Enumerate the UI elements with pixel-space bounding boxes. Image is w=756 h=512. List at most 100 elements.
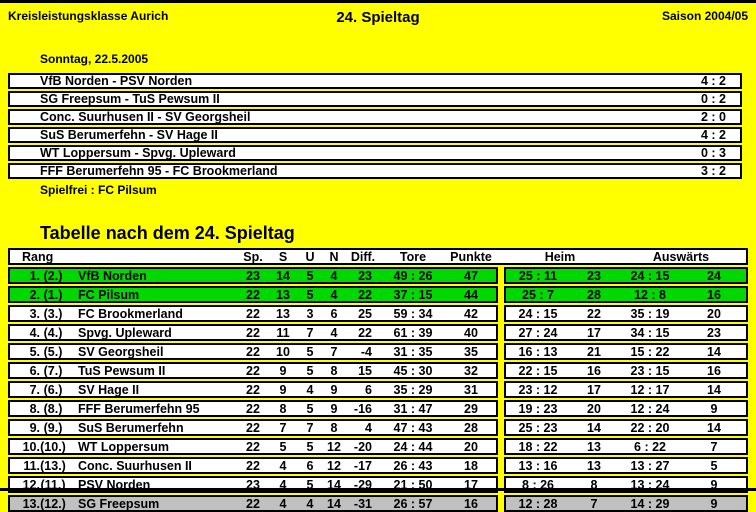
cell-rank: 2. xyxy=(29,288,40,302)
col-diff: Diff. xyxy=(350,249,376,264)
cell-wins: 9 xyxy=(279,383,287,397)
cell-matches-played: 22 xyxy=(246,402,260,416)
cell-matches-played: 22 xyxy=(246,459,260,473)
cell-goal-diff: -31 xyxy=(353,497,372,511)
match-pairing: SG Freepsum - TuS Pewsum II xyxy=(40,92,220,106)
col-tore: Tore xyxy=(399,249,427,264)
match-score: 4 : 2 xyxy=(700,74,726,88)
cell-home-points: 17 xyxy=(587,383,601,397)
cell-rank: 13. xyxy=(22,497,40,511)
cell-goals: 35 : 29 xyxy=(393,383,433,397)
cell-previous-rank: (1.) xyxy=(43,288,63,302)
match-results-list: VfB Norden - PSV Norden 4 : 2 SG Freepsu… xyxy=(8,73,742,179)
col-u: U xyxy=(305,249,315,264)
cell-rank: 7. xyxy=(29,383,40,397)
cell-home-points: 28 xyxy=(587,288,601,302)
cell-matches-played: 22 xyxy=(246,421,260,435)
match-row: Conc. Suurhusen II - SV Georgsheil 2 : 0 xyxy=(8,109,742,125)
cell-team: FFF Berumerfehn 95 xyxy=(78,402,200,416)
match-score: 2 : 0 xyxy=(700,110,726,124)
cell-previous-rank: (12.) xyxy=(40,497,66,511)
table-row-home-away: 19 : 23 20 12 : 24 9 xyxy=(504,400,748,417)
cell-losses: 9 xyxy=(330,402,338,416)
match-score: 0 : 3 xyxy=(700,146,726,160)
cell-goal-diff: -16 xyxy=(353,402,372,416)
cell-points: 29 xyxy=(464,402,478,416)
bottom-border-bar xyxy=(0,488,756,491)
match-pairing: FFF Berumerfehn 95 - FC Brookmerland xyxy=(40,164,278,178)
cell-team: SuS Berumerfehn xyxy=(78,421,184,435)
cell-matches-played: 22 xyxy=(246,345,260,359)
cell-goal-diff: 6 xyxy=(365,383,372,397)
table-row-main: 6. (7.) TuS Pewsum II 22 9 5 8 15 45 : 3… xyxy=(8,362,498,379)
cell-wins: 4 xyxy=(279,459,287,473)
cell-goals: 45 : 30 xyxy=(393,364,433,378)
cell-losses: 4 xyxy=(330,269,338,283)
cell-previous-rank: (4.) xyxy=(43,326,63,340)
table-row: 1. (2.) VfB Norden 23 14 5 4 23 49 : 26 … xyxy=(8,267,748,284)
cell-previous-rank: (8.) xyxy=(43,402,63,416)
cell-rank: 8. xyxy=(29,402,40,416)
cell-goal-diff: 25 xyxy=(358,307,372,321)
cell-points: 44 xyxy=(464,288,478,302)
cell-away-goals: 35 : 19 xyxy=(630,307,670,321)
table-row: 8. (8.) FFF Berumerfehn 95 22 8 5 9 -16 … xyxy=(8,400,748,417)
table-body: 1. (2.) VfB Norden 23 14 5 4 23 49 : 26 … xyxy=(8,267,748,512)
cell-team: WT Loppersum xyxy=(78,440,169,454)
cell-away-goals: 22 : 20 xyxy=(630,421,670,435)
cell-draws: 4 xyxy=(306,383,314,397)
cell-matches-played: 22 xyxy=(246,440,260,454)
cell-goals: 31 : 35 xyxy=(393,345,433,359)
match-row: WT Loppersum - Spvg. Upleward 0 : 3 xyxy=(8,145,742,161)
league-name: Kreisleistungsklasse Aurich xyxy=(8,9,169,23)
cell-team: Spvg. Upleward xyxy=(78,326,172,340)
cell-losses: 7 xyxy=(330,345,338,359)
table-row-home-away: 25 : 7 28 12 : 8 16 xyxy=(504,286,748,303)
cell-away-goals: 23 : 15 xyxy=(630,364,670,378)
cell-wins: 14 xyxy=(276,269,290,283)
cell-matches-played: 22 xyxy=(246,497,260,511)
cell-goals: 61 : 39 xyxy=(393,326,433,340)
cell-away-points: 9 xyxy=(710,478,718,492)
cell-team: SV Georgsheil xyxy=(78,345,164,359)
cell-draws: 5 xyxy=(306,440,314,454)
table-row-main: 8. (8.) FFF Berumerfehn 95 22 8 5 9 -16 … xyxy=(8,400,498,417)
cell-wins: 4 xyxy=(279,497,287,511)
cell-matches-played: 23 xyxy=(246,269,260,283)
cell-home-points: 14 xyxy=(587,421,601,435)
cell-away-goals: 34 : 15 xyxy=(630,326,670,340)
cell-rank: 10. xyxy=(22,440,40,454)
col-s: S xyxy=(278,249,288,264)
table-row-home-away: 24 : 15 22 35 : 19 20 xyxy=(504,305,748,322)
cell-goals: 59 : 34 xyxy=(393,307,433,321)
table-row-home-away: 22 : 15 16 23 : 15 16 xyxy=(504,362,748,379)
table-header-row: Rang Sp. S U N Diff. Tore Punkte Heim Au… xyxy=(8,248,748,265)
cell-away-goals: 15 : 22 xyxy=(630,345,670,359)
table-row-main: 13. (12.) SG Freepsum 22 4 4 14 -31 26 :… xyxy=(8,495,498,512)
table-row: 5. (5.) SV Georgsheil 22 10 5 7 -4 31 : … xyxy=(8,343,748,360)
cell-away-goals: 24 : 15 xyxy=(630,269,670,283)
cell-losses: 12 xyxy=(327,459,341,473)
cell-points: 18 xyxy=(464,459,478,473)
table-row-home-away: 16 : 13 21 15 : 22 14 xyxy=(504,343,748,360)
cell-previous-rank: (7.) xyxy=(43,364,63,378)
cell-points: 20 xyxy=(464,440,478,454)
table-row: 4. (4.) Spvg. Upleward 22 11 7 4 22 61 :… xyxy=(8,324,748,341)
cell-points: 31 xyxy=(464,383,478,397)
table-row-main: 7. (6.) SV Hage II 22 9 4 9 6 35 : 29 31 xyxy=(8,381,498,398)
table-row-main: 5. (5.) SV Georgsheil 22 10 5 7 -4 31 : … xyxy=(8,343,498,360)
cell-team: FC Pilsum xyxy=(78,288,140,302)
table-row: 3. (3.) FC Brookmerland 22 13 3 6 25 59 … xyxy=(8,305,748,322)
match-row: SG Freepsum - TuS Pewsum II 0 : 2 xyxy=(8,91,742,107)
cell-home-goals: 13 : 16 xyxy=(518,459,558,473)
cell-draws: 4 xyxy=(306,497,314,511)
cell-wins: 5 xyxy=(279,440,287,454)
cell-goals: 24 : 44 xyxy=(393,440,433,454)
table-row-main: 2. (1.) FC Pilsum 22 13 5 4 22 37 : 15 4… xyxy=(8,286,498,303)
match-pairing: SuS Berumerfehn - SV Hage II xyxy=(40,128,218,142)
cell-points: 28 xyxy=(464,421,478,435)
season-label: Saison 2004/05 xyxy=(661,9,748,23)
table-row-main: 10. (10.) WT Loppersum 22 5 5 12 -20 24 … xyxy=(8,438,498,455)
cell-team: SV Hage II xyxy=(78,383,140,397)
table-header-main: Rang Sp. S U N Diff. Tore Punkte xyxy=(10,250,496,264)
